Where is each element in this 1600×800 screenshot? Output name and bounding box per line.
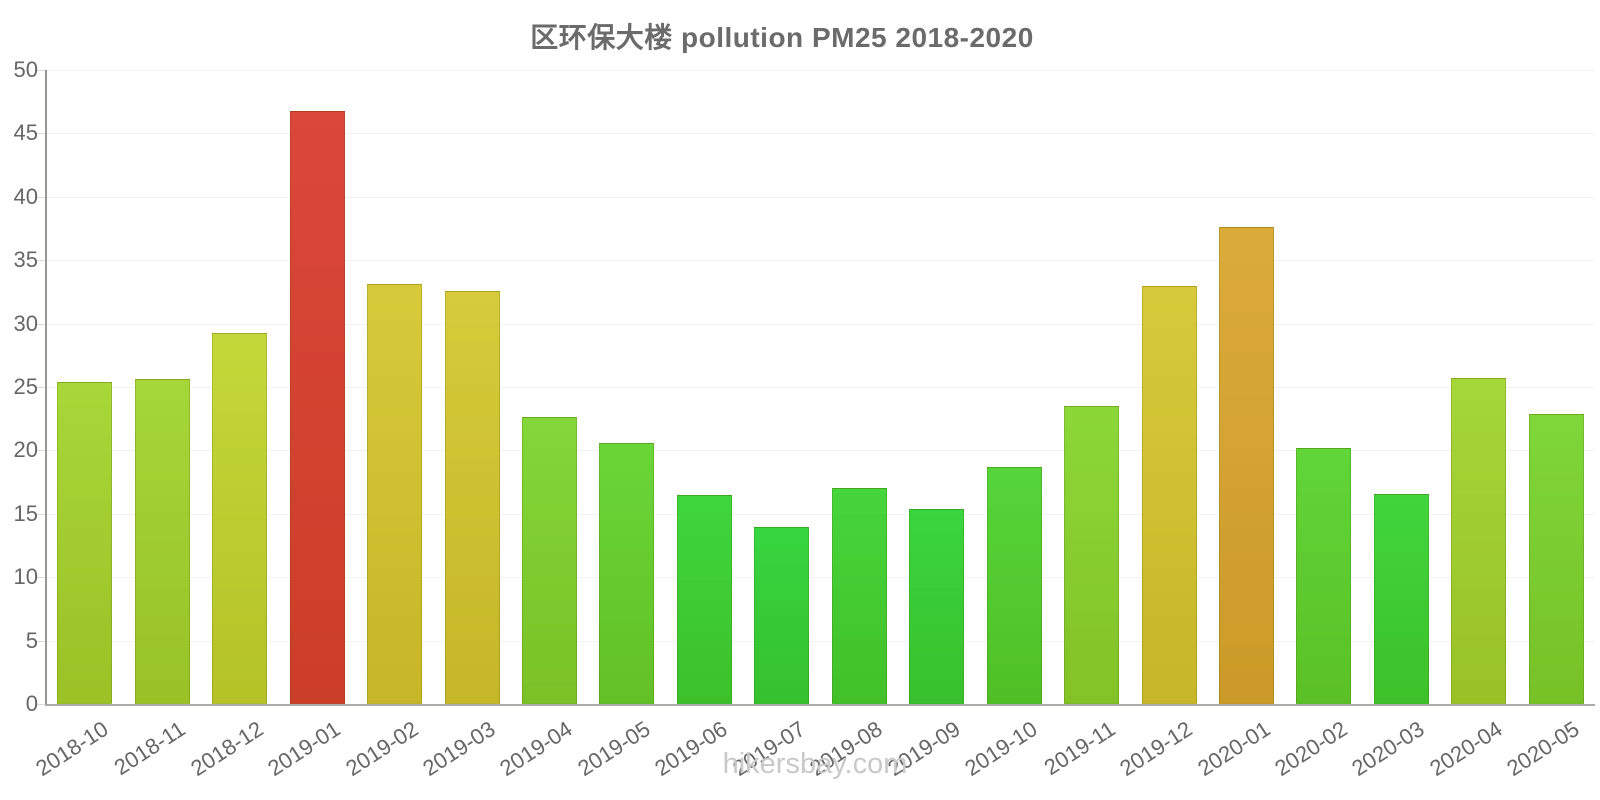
y-axis-label: 0 <box>25 691 38 716</box>
bar-2018-11[interactable] <box>134 379 190 704</box>
bar-2019-03[interactable] <box>444 290 500 704</box>
y-axis-label: 50 <box>13 57 38 82</box>
y-axis-label: 20 <box>13 437 38 462</box>
bar-2019-07[interactable] <box>754 526 810 704</box>
bar-2018-10[interactable] <box>57 381 113 704</box>
y-axis-label: 30 <box>13 311 38 336</box>
bar-2020-04[interactable] <box>1451 378 1507 704</box>
y-axis-label: 15 <box>13 501 38 526</box>
y-axis-tick <box>37 324 46 325</box>
bar-2020-05[interactable] <box>1528 413 1584 704</box>
y-axis-label: 40 <box>13 184 38 209</box>
y-axis-label: 5 <box>25 628 38 653</box>
bar-2019-06[interactable] <box>676 494 732 704</box>
chart-title: 区环保大楼 pollution PM25 2018-2020 <box>530 22 1034 53</box>
gridline <box>46 197 1595 198</box>
y-axis-label: 25 <box>13 374 38 399</box>
bar-2020-03[interactable] <box>1373 493 1429 704</box>
y-axis-tick <box>37 641 46 642</box>
y-axis-tick <box>37 197 46 198</box>
gridline <box>46 641 1595 642</box>
gridline <box>46 324 1595 325</box>
y-axis-tick <box>37 450 46 451</box>
y-axis-line <box>45 70 47 705</box>
bar-2020-01[interactable] <box>1219 227 1274 704</box>
y-axis-label: 45 <box>13 120 38 145</box>
gridline <box>46 260 1595 261</box>
bar-2019-09[interactable] <box>909 508 965 704</box>
bar-2019-08[interactable] <box>831 488 887 704</box>
y-axis-tick <box>37 260 46 261</box>
bar-2019-10[interactable] <box>986 466 1042 704</box>
y-axis-tick <box>37 514 46 515</box>
gridline <box>46 450 1595 451</box>
y-axis-label: 10 <box>13 564 38 589</box>
y-axis-tick <box>37 70 46 71</box>
bar-2019-12[interactable] <box>1141 285 1197 704</box>
y-axis-label: 35 <box>13 247 38 272</box>
gridline <box>46 387 1595 388</box>
gridline <box>46 577 1595 578</box>
x-axis-line <box>45 704 1595 706</box>
bar-2019-02[interactable] <box>367 284 422 704</box>
y-axis-tick <box>37 387 46 388</box>
gridline <box>46 70 1595 71</box>
footer-brand: hikersbay.com <box>722 748 908 780</box>
bar-2019-01[interactable] <box>289 110 345 704</box>
bar-2018-12[interactable] <box>212 332 268 704</box>
bar-2019-05[interactable] <box>599 442 655 704</box>
y-axis-tick <box>37 577 46 578</box>
bar-2020-02[interactable] <box>1296 447 1352 704</box>
gridline <box>46 514 1595 515</box>
bar-2019-11[interactable] <box>1064 406 1120 704</box>
y-axis-tick <box>37 133 46 134</box>
y-axis-tick <box>37 704 46 705</box>
gridline <box>46 133 1595 134</box>
bar-2019-04[interactable] <box>521 417 577 704</box>
